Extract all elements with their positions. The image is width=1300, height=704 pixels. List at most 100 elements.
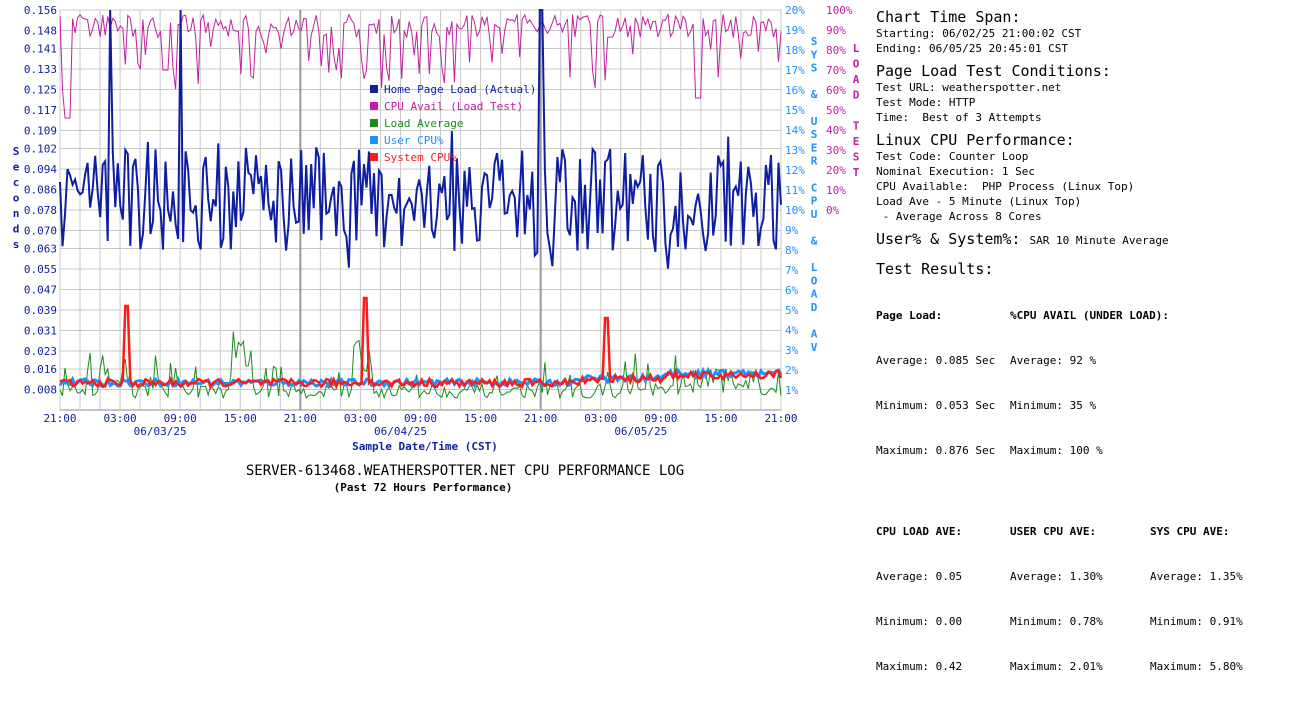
y-left-tick-label: 0.039: [24, 304, 57, 317]
y-right-inner-tick-label: 4%: [785, 324, 799, 337]
span-end: Ending: 06/05/25 20:45:01 CST: [876, 42, 1069, 55]
results-row-2: CPU LOAD AVE: Average: 0.05 Minimum: 0.0…: [876, 494, 1296, 704]
load-ave-max: Maximum: 0.42: [876, 660, 963, 673]
svg-text:U: U: [811, 115, 818, 128]
svg-text:P: P: [811, 195, 818, 208]
cpu-title: Linux CPU Performance:: [876, 131, 1075, 149]
legend-swatch: [370, 102, 378, 110]
legend-label: CPU Avail (Load Test): [384, 100, 523, 113]
y-right-outer-tick-label: 50%: [826, 104, 846, 117]
y-left-tick-label: 0.133: [24, 63, 57, 76]
y-right-outer-tick-label: 40%: [826, 124, 846, 137]
info-panel: Chart Time Span: Starting: 06/02/25 21:0…: [876, 8, 1296, 704]
conditions-url: Test URL: weatherspotter.net: [876, 81, 1062, 94]
y-right-outer-tick-label: 30%: [826, 144, 846, 157]
y-right-outer-tick-label: 20%: [826, 164, 846, 177]
legend-swatch: [370, 85, 378, 93]
y-left-tick-label: 0.023: [24, 345, 57, 358]
svg-text:C: C: [811, 181, 818, 194]
svg-text:o: o: [13, 192, 20, 205]
y-left-tick-label: 0.031: [24, 325, 57, 338]
y-right-outer-tick-label: 90%: [826, 24, 846, 37]
x-date-label: 06/04/25: [374, 425, 427, 438]
svg-text:n: n: [13, 207, 20, 220]
y-left-tick-label: 0.117: [24, 104, 57, 117]
svg-text:D: D: [811, 301, 818, 314]
svg-text:S: S: [811, 128, 818, 141]
svg-text:L: L: [853, 42, 860, 55]
y-right-inner-tick-label: 3%: [785, 344, 799, 357]
y-right-inner-tick-label: 1%: [785, 384, 799, 397]
sys-cpu-results: SYS CPU AVE: Average: 1.35% Minimum: 0.9…: [1150, 494, 1243, 704]
cpu-load: Load Ave - 5 Minute (Linux Top): [876, 195, 1082, 208]
cpu-code: Test Code: Counter Loop: [876, 150, 1029, 163]
cpu-cores: - Average Across 8 Cores: [876, 210, 1042, 223]
x-axis-label: Sample Date/Time (CST): [352, 440, 498, 453]
y-right-inner-tick-label: 13%: [785, 144, 805, 157]
y-right-inner-tick-label: 10%: [785, 204, 805, 217]
svg-text:S: S: [811, 35, 818, 48]
svg-text:c: c: [13, 176, 20, 189]
y-left-tick-label: 0.141: [24, 42, 57, 55]
svg-text:S: S: [13, 145, 20, 158]
y-right-inner-tick-label: 8%: [785, 244, 799, 257]
y-right-inner-tick-label: 19%: [785, 24, 805, 37]
chart-title: SERVER-613468.WEATHERSPOTTER.NET CPU PER…: [246, 463, 684, 479]
svg-text:T: T: [853, 166, 860, 179]
y-left-tick-label: 0.047: [24, 283, 57, 296]
x-tick-label: 09:00: [164, 412, 197, 425]
page-load-max: Maximum: 0.876 Sec: [876, 444, 996, 457]
results-row-1: Page Load: Average: 0.085 Sec Minimum: 0…: [876, 278, 1296, 488]
sys-cpu-head: SYS CPU AVE:: [1150, 525, 1230, 538]
conditions-title: Page Load Test Conditions:: [876, 62, 1111, 80]
y-right-outer-tick-label: 70%: [826, 64, 846, 77]
x-tick-label: 03:00: [104, 412, 137, 425]
svg-text:A: A: [853, 73, 860, 86]
y-right-inner-tick-label: 9%: [785, 224, 799, 237]
svg-text:S: S: [853, 151, 860, 164]
y-right-inner-tick-label: 2%: [785, 364, 799, 377]
user-cpu-avg: Average: 1.30%: [1010, 570, 1103, 583]
y-left-tick-label: 0.109: [24, 125, 57, 138]
x-tick-label: 21:00: [284, 412, 317, 425]
y-left-tick-label: 0.156: [24, 4, 57, 17]
svg-text:O: O: [853, 58, 860, 71]
legend-label: Load Average: [384, 117, 463, 130]
cpu-avail-head: %CPU AVAIL (UNDER LOAD):: [1010, 309, 1169, 322]
span-title: Chart Time Span:: [876, 8, 1021, 26]
y-right-outer-tick-label: 10%: [826, 184, 846, 197]
cpu-exec: Nominal Execution: 1 Sec: [876, 165, 1035, 178]
svg-text:O: O: [811, 274, 818, 287]
svg-text:V: V: [811, 341, 818, 354]
y-left-tick-label: 0.148: [24, 25, 57, 38]
user-cpu-results: USER CPU AVE: Average: 1.30% Minimum: 0.…: [1010, 494, 1150, 704]
user-sys-title: User% & System%:: [876, 230, 1021, 248]
legend-label: Home Page Load (Actual): [384, 83, 536, 96]
y-left-tick-label: 0.055: [24, 263, 57, 276]
y-right-outer-tick-label: 100%: [826, 4, 853, 17]
svg-text:E: E: [811, 141, 818, 154]
svg-text:D: D: [853, 89, 860, 102]
user-sys-row: User% & System%: SAR 10 Minute Average: [876, 230, 1296, 250]
sys-cpu-max: Maximum: 5.80%: [1150, 660, 1243, 673]
y-right-inner-tick-label: 14%: [785, 124, 805, 137]
user-cpu-head: USER CPU AVE:: [1010, 525, 1097, 538]
y-left-tick-label: 0.016: [24, 363, 57, 376]
user-cpu-max: Maximum: 2.01%: [1010, 660, 1103, 673]
load-ave-results: CPU LOAD AVE: Average: 0.05 Minimum: 0.0…: [876, 494, 1010, 704]
x-tick-label: 15:00: [704, 412, 737, 425]
x-date-label: 06/05/25: [614, 425, 667, 438]
y-right-inner-tick-label: 20%: [785, 4, 805, 17]
y-right-outer-tick-label: 0%: [826, 204, 840, 217]
page-load-min: Minimum: 0.053 Sec: [876, 399, 996, 412]
span-start: Starting: 06/02/25 21:00:02 CST: [876, 27, 1082, 40]
sys-cpu-avg: Average: 1.35%: [1150, 570, 1243, 583]
results-title: Test Results:: [876, 260, 994, 278]
svg-text:s: s: [13, 238, 20, 251]
conditions-time: Time: Best of 3 Attempts: [876, 111, 1042, 124]
cpu-avail-avg: Average: 92 %: [1010, 354, 1097, 367]
y-left-tick-label: 0.070: [24, 225, 57, 238]
user-cpu-min: Minimum: 0.78%: [1010, 615, 1103, 628]
y-right-inner-tick-label: 15%: [785, 104, 805, 117]
